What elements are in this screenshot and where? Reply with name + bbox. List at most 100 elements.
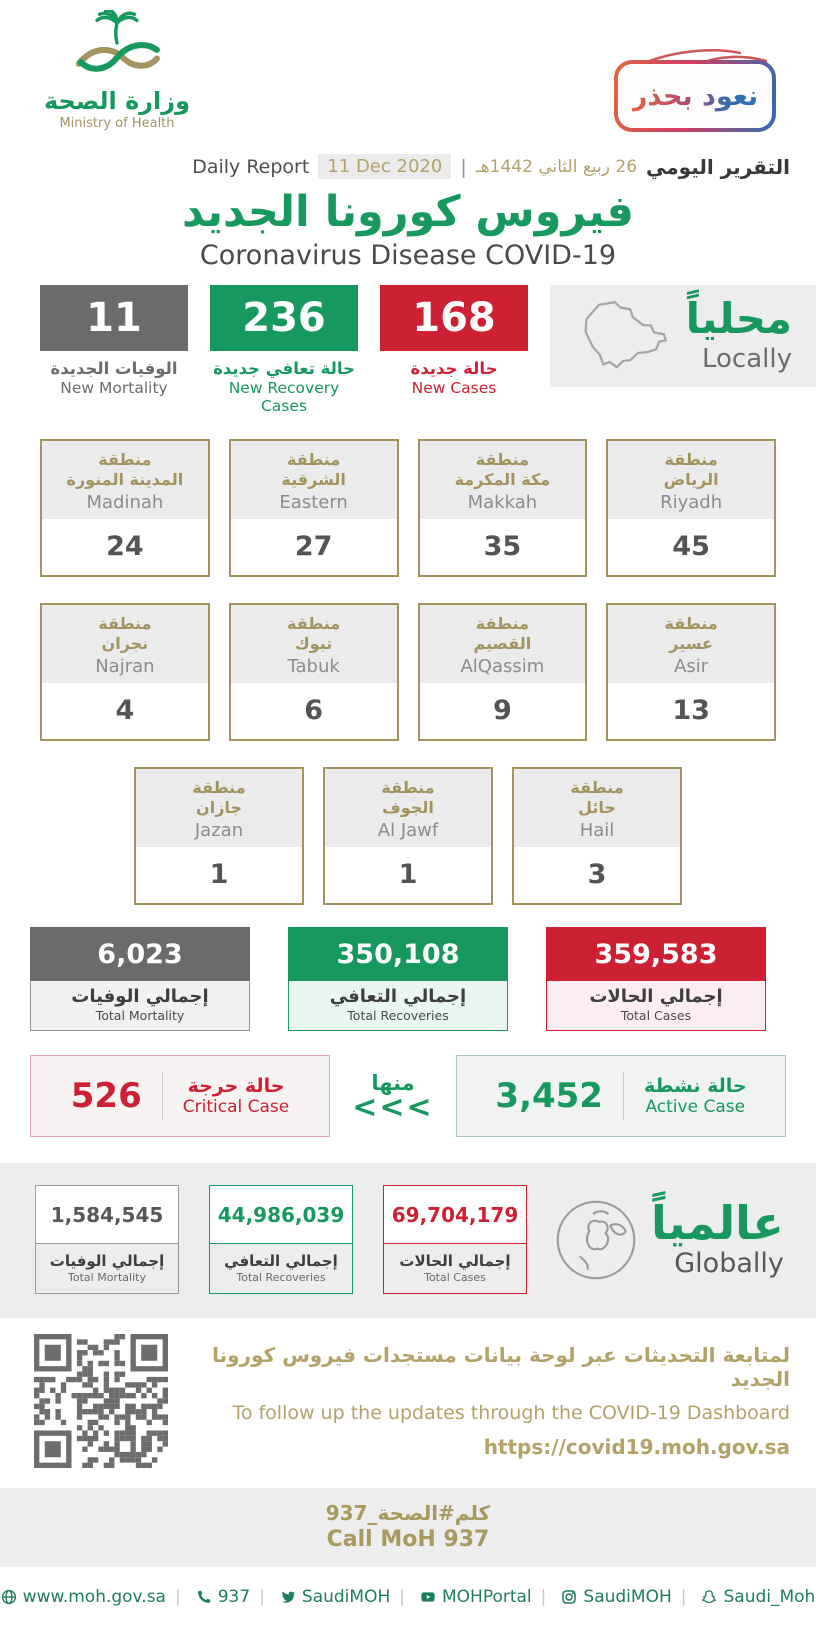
region-card-jazan: منطقة جازان Jazan 1: [134, 767, 304, 905]
global-mortality-label-ar: إجمالي الوفيات: [49, 1252, 165, 1270]
moh-logo: وزارة الصحة Ministry of Health: [28, 10, 206, 131]
region-name-ar: منطقة مكة المكرمة: [454, 450, 551, 489]
youtube-icon: [421, 1592, 435, 1602]
stat-new-cases: 168 حالة جديدة New Cases: [380, 285, 528, 397]
badge-slogan: نعود بحذر: [631, 80, 759, 112]
phone-icon: [197, 1590, 210, 1603]
call-moh-band: كلم#الصحة_937 Call MoH 937: [0, 1488, 816, 1567]
daily-report-label-en: Daily Report: [192, 155, 310, 178]
region-name-ar: منطقة حائل: [570, 778, 624, 817]
region-new-cases: 35: [483, 531, 522, 562]
ministry-name-arabic: وزارة الصحة: [43, 87, 191, 115]
locally-label-en: Locally: [702, 344, 792, 374]
region-name-en: Tabuk: [287, 656, 340, 677]
region-name-ar: منطقة تبوك: [287, 614, 341, 653]
active-cases-box: 3,452 حالة نشطة Active Case: [456, 1055, 786, 1137]
region-card-tabuk: منطقة تبوك Tabuk 6: [228, 603, 399, 741]
daily-report-label-ar: التقرير اليومي: [646, 154, 790, 179]
new-mortality-label-en: New Mortality: [60, 379, 168, 397]
active-cases-value: 3,452: [495, 1076, 603, 1116]
stat-new-recoveries: 236 حالة تعافي جديدة New Recovery Cases: [210, 285, 358, 415]
new-mortality-value: 11: [40, 285, 188, 351]
totals-row: 6,023 إجمالي الوفيات Total Mortality 350…: [30, 927, 786, 1031]
region-card-riyadh: منطقة الرياض Riyadh 45: [606, 439, 776, 577]
region-card-hail: منطقة حائل Hail 3: [512, 767, 682, 905]
region-new-cases: 9: [492, 695, 512, 726]
region-name-ar: منطقة القصيم: [473, 614, 532, 653]
region-new-cases: 6: [304, 695, 324, 726]
region-name-ar: منطقة الجوف: [381, 778, 435, 817]
new-recoveries-label-en: New Recovery Cases: [228, 379, 340, 415]
total-cases-label-ar: إجمالي الحالات: [589, 986, 723, 1007]
new-stats-row: 11 الوفيات الجديدة New Mortality 236 حال…: [40, 285, 816, 415]
total-recoveries-value: 350,108: [288, 927, 508, 981]
report-date-gregorian: 11 Dec 2020: [318, 154, 452, 179]
ministry-name-english: Ministry of Health: [59, 116, 175, 132]
link-instagram[interactable]: SaudiMOH: [532, 1587, 672, 1607]
link-phone-937[interactable]: 937: [166, 1587, 250, 1607]
new-recoveries-label-ar: حالة تعافي جديدة: [213, 359, 355, 378]
saudi-arabia-map-icon: [584, 301, 667, 369]
critical-label-ar: حالة حرجة: [187, 1075, 285, 1097]
total-recoveries-label-en: Total Recoveries: [347, 1008, 449, 1023]
region-new-cases: 3: [587, 859, 607, 890]
region-row-1: منطقة المدينة المنورة Madinah 24 منطقة ا…: [40, 439, 776, 577]
region-name-en: Hail: [579, 820, 615, 841]
region-name-ar: منطقة نجران: [98, 614, 152, 653]
region-name-en: Eastern: [279, 492, 348, 513]
instagram-icon: [562, 1590, 577, 1604]
region-card-najran: منطقة نجران Najran 4: [40, 603, 210, 741]
qr-code[interactable]: [34, 1334, 168, 1468]
header: وزارة الصحة Ministry of Health نعود بحذر: [0, 0, 816, 152]
footer-links: www.moh.gov.sa 937 SaudiMOH MOHPortal: [0, 1567, 816, 1627]
dashboard-url-link[interactable]: https://covid19.moh.gov.sa: [483, 1435, 790, 1459]
link-snapchat[interactable]: Saudi_Moh: [672, 1587, 815, 1607]
region-new-cases: 4: [115, 695, 135, 726]
vertical-divider: [161, 1072, 163, 1120]
globally-label-ar: عالمياً: [651, 1196, 784, 1250]
region-name-en: Jazan: [194, 820, 244, 841]
region-new-cases: 24: [106, 531, 144, 562]
dashboard-section: لمتابعة التحديثات عبر لوحة بيانات مستجدا…: [0, 1318, 816, 1480]
locally-label-ar: محلياً: [685, 294, 792, 343]
total-mortality-label-ar: إجمالي الوفيات: [71, 986, 209, 1007]
new-recoveries-value: 236: [210, 285, 358, 351]
region-card-eastern: منطقة الشرقية Eastern 27: [228, 439, 399, 577]
region-name-ar: منطقة المدينة المنورة: [66, 450, 184, 489]
region-name-en: AlQassim: [460, 656, 545, 677]
global-mortality-box: 1,584,545 إجمالي الوفيات Total Mortality: [35, 1185, 179, 1294]
critical-cases-value: 526: [70, 1076, 142, 1116]
region-row-3: منطقة جازان Jazan 1 منطقة الجوف Al Jawf …: [40, 767, 776, 905]
total-mortality-box: 6,023 إجمالي الوفيات Total Mortality: [30, 927, 250, 1031]
new-cases-label-ar: حالة جديدة: [410, 359, 498, 378]
globally-section: 1,584,545 إجمالي الوفيات Total Mortality…: [0, 1163, 816, 1318]
call-moh-en: Call MoH 937: [326, 1527, 490, 1552]
page-title-arabic: فيروس كورونا الجديد: [182, 187, 634, 237]
region-new-cases: 45: [672, 531, 710, 562]
region-new-cases: 1: [398, 859, 418, 890]
link-website[interactable]: www.moh.gov.sa: [1, 1587, 166, 1607]
return-with-caution-badge: نعود بحذر: [614, 60, 776, 132]
of-which-label-ar: منها: [371, 1071, 415, 1096]
link-youtube[interactable]: MOHPortal: [390, 1587, 532, 1607]
region-card-aljawf: منطقة الجوف Al Jawf 1: [323, 767, 493, 905]
regions-grid: منطقة المدينة المنورة Madinah 24 منطقة ا…: [40, 439, 776, 905]
region-new-cases: 13: [672, 695, 710, 726]
snapchat-icon: [702, 1590, 717, 1604]
total-cases-label-en: Total Cases: [620, 1008, 692, 1023]
critical-label-en: Critical Case: [182, 1097, 290, 1117]
total-recoveries-box: 350,108 إجمالي التعافي Total Recoveries: [288, 927, 508, 1031]
region-name-ar: منطقة الشرقية: [281, 450, 346, 489]
report-date-line: Daily Report 11 Dec 2020 | 26 ربيع الثان…: [0, 154, 816, 179]
vertical-divider: [622, 1072, 624, 1120]
global-cases-box: 69,704,179 إجمالي الحالات Total Cases: [383, 1185, 527, 1294]
globe-icon: [556, 1200, 636, 1279]
total-cases-box: 359,583 إجمالي الحالات Total Cases: [546, 927, 766, 1031]
global-recoveries-box: 44,986,039 إجمالي التعافي Total Recoveri…: [209, 1185, 353, 1294]
new-cases-label-en: New Cases: [411, 379, 497, 397]
link-twitter[interactable]: SaudiMOH: [250, 1587, 390, 1607]
report-date-hijri: 26 ربيع الثاني 1442هـ: [475, 156, 638, 177]
region-name-en: Asir: [674, 656, 709, 677]
region-name-en: Al Jawf: [377, 820, 439, 841]
global-recoveries-value: 44,986,039: [210, 1186, 352, 1244]
